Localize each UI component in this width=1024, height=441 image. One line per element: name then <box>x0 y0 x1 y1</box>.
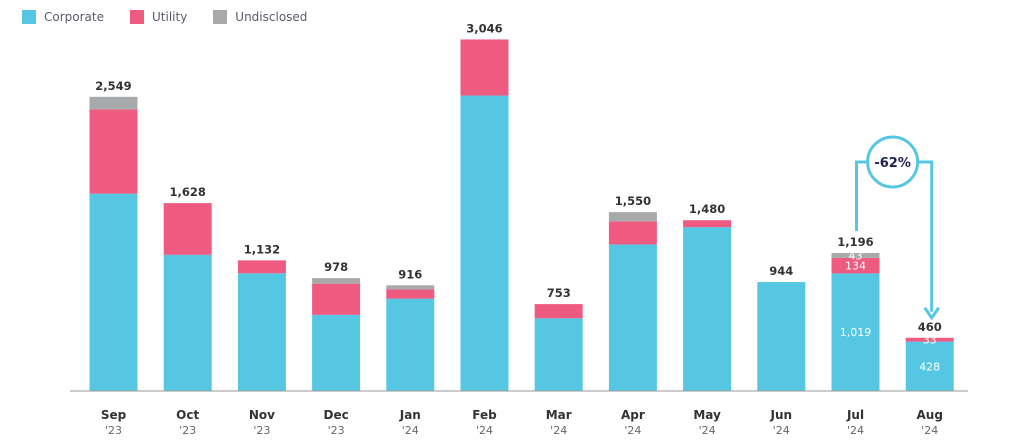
annotation-arrowhead-icon <box>923 306 940 321</box>
bar-segment-utility-feb <box>460 39 509 96</box>
annotation-connector-right <box>917 160 934 312</box>
legend-item-corporate: Corporate <box>22 10 104 24</box>
total-label-aug: 460 <box>918 320 942 334</box>
x-tick-month-may: May <box>693 408 721 422</box>
bar-segment-utility-dec <box>312 283 361 315</box>
bar-segment-corporate-jul <box>831 273 880 391</box>
x-tick-year-nov: '23 <box>253 424 270 437</box>
x-tick-month-feb: Feb <box>472 408 497 422</box>
x-tick-month-apr: Apr <box>621 408 645 422</box>
bar-segment-utility-may <box>683 220 732 228</box>
x-tick-month-jun: Jun <box>770 408 793 422</box>
x-tick-year-oct: '23 <box>179 424 196 437</box>
total-label-feb: 3,046 <box>466 21 502 35</box>
bar-segment-undisclosed-jan <box>386 285 435 290</box>
legend-swatch-utility <box>130 10 144 24</box>
legend-item-undisclosed: Undisclosed <box>213 10 307 24</box>
total-label-mar: 753 <box>547 286 571 300</box>
legend-label-corporate: Corporate <box>44 10 104 24</box>
x-tick-year-apr: '24 <box>624 424 641 437</box>
bar-segment-corporate-jun <box>757 282 806 391</box>
x-tick-month-jan: Jan <box>399 408 421 422</box>
segment-label-jul-1: 134 <box>845 260 866 273</box>
x-tick-month-aug: Aug <box>916 408 942 422</box>
segment-label-jul-0: 1,019 <box>840 326 872 339</box>
bar-segment-utility-aug <box>905 337 954 342</box>
bar-segment-corporate-feb <box>460 95 509 392</box>
legend: Corporate Utility Undisclosed <box>22 10 307 24</box>
bar-segment-corporate-aug <box>905 341 954 391</box>
total-label-oct: 1,628 <box>170 185 206 199</box>
x-tick-year-jun: '24 <box>773 424 790 437</box>
x-tick-month-oct: Oct <box>176 408 199 422</box>
x-tick-month-sep: Sep <box>101 408 127 422</box>
bar-segment-corporate-sep <box>89 193 138 391</box>
total-label-dec: 978 <box>324 260 348 274</box>
segment-label-jul-2: 43 <box>849 249 863 262</box>
bar-segment-utility-apr <box>608 221 657 245</box>
bar-segment-corporate-nov <box>237 273 286 391</box>
annotation-label: -62% <box>874 156 911 171</box>
legend-swatch-undisclosed <box>213 10 228 24</box>
total-label-jul: 1,196 <box>837 235 873 249</box>
segment-label-aug-0: 428 <box>919 360 940 373</box>
bar-segment-undisclosed-dec <box>312 278 361 284</box>
x-tick-year-mar: '24 <box>550 424 567 437</box>
x-tick-year-aug: '24 <box>921 424 938 437</box>
total-label-nov: 1,132 <box>244 242 280 256</box>
legend-swatch-corporate <box>22 10 36 24</box>
x-tick-month-mar: Mar <box>546 408 572 422</box>
bar-segment-utility-mar <box>534 304 583 319</box>
annotation-connector-left <box>855 160 868 231</box>
x-tick-year-may: '24 <box>699 424 716 437</box>
bar-segment-undisclosed-jul <box>831 252 880 258</box>
bar-segment-corporate-may <box>683 227 732 391</box>
x-tick-year-jul: '24 <box>847 424 864 437</box>
legend-label-undisclosed: Undisclosed <box>235 10 308 24</box>
segment-label-aug-1: 33 <box>923 334 937 347</box>
total-label-may: 1,480 <box>689 202 725 216</box>
total-label-sep: 2,549 <box>95 79 131 93</box>
bar-segment-corporate-mar <box>534 318 583 391</box>
bar-segment-undisclosed-apr <box>608 212 657 222</box>
bar-segment-utility-jul <box>831 257 880 274</box>
x-tick-month-nov: Nov <box>249 408 275 422</box>
bar-segment-utility-nov <box>237 260 286 274</box>
x-tick-month-dec: Dec <box>323 408 348 422</box>
total-label-apr: 1,550 <box>615 194 651 208</box>
bar-segment-corporate-jan <box>386 298 435 391</box>
bar-segment-corporate-dec <box>312 314 361 391</box>
x-tick-month-jul: Jul <box>846 408 864 422</box>
total-label-jun: 944 <box>769 264 793 278</box>
x-tick-year-dec: '23 <box>328 424 345 437</box>
x-tick-year-sep: '23 <box>105 424 122 437</box>
annotation-circle <box>866 135 920 189</box>
bar-segment-corporate-oct <box>163 254 212 391</box>
x-tick-year-jan: '24 <box>402 424 419 437</box>
bar-segment-utility-oct <box>163 203 212 255</box>
total-label-jan: 916 <box>398 267 422 281</box>
legend-item-utility: Utility <box>130 10 187 24</box>
bar-segment-corporate-apr <box>608 244 657 391</box>
bar-segment-undisclosed-sep <box>89 96 138 110</box>
bar-segment-utility-sep <box>89 109 138 194</box>
bar-segment-utility-jan <box>386 289 435 299</box>
legend-label-utility: Utility <box>152 10 188 24</box>
x-tick-year-feb: '24 <box>476 424 493 437</box>
